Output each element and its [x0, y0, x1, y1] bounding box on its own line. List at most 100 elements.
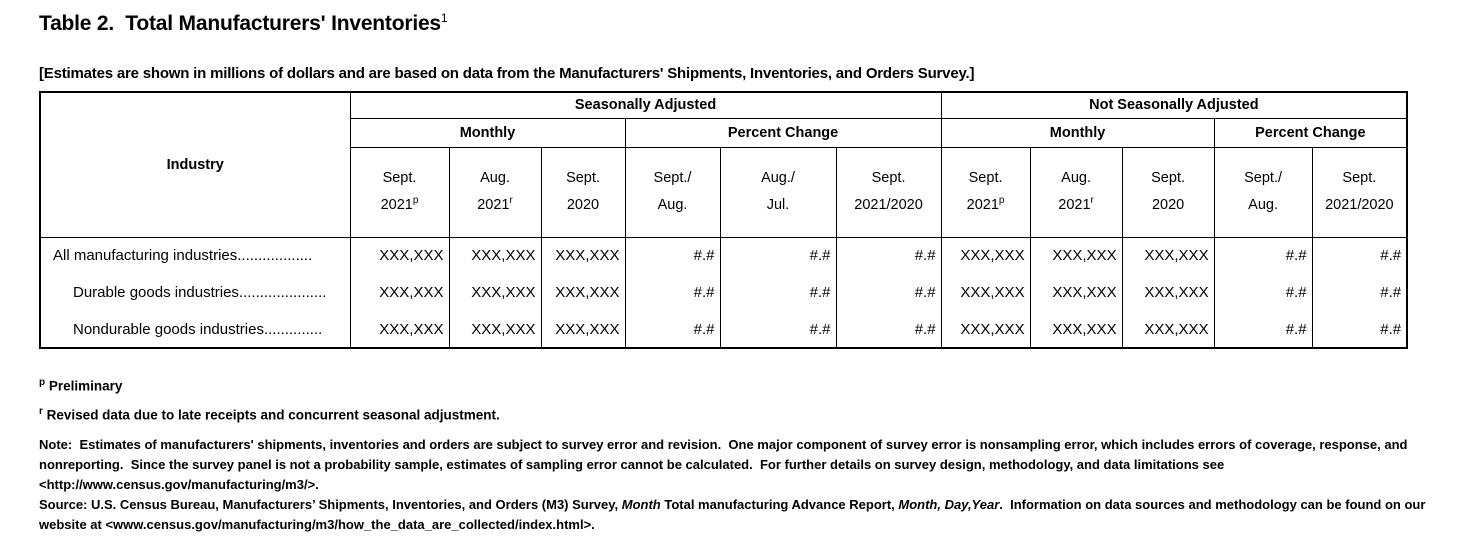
value-cell: #.#: [1213, 237, 1313, 274]
value-cell: #.#: [624, 311, 721, 348]
col-header-nsa-sept-2021: Sept. 2021p: [940, 146, 1031, 238]
col-header-period: 2021/2020: [1325, 197, 1394, 213]
col-header-period: Aug.: [1248, 197, 1278, 213]
page-title: Table 2. Total Manufacturers' Inventorie…: [39, 11, 1483, 36]
col-header-sa-aug-2021: Aug. 2021r: [448, 146, 542, 238]
percent-change-header-sa: Percent Change: [624, 117, 942, 148]
value-cell: XXX,XXX: [349, 311, 450, 348]
col-header-period: 2021: [380, 197, 413, 213]
col-header-line2: 2020: [1123, 192, 1214, 219]
col-header-line2: 2021p: [942, 192, 1030, 219]
col-header-line2: Aug.: [626, 192, 720, 219]
footnote-marker-r: r: [39, 405, 43, 417]
note-url: <http://www.census.gov/manufacturing/m3/…: [39, 477, 319, 492]
value-cell: XXX,XXX: [1121, 274, 1215, 311]
table-group-header-row: Industry Seasonally Adjusted Not Seasona…: [39, 91, 1408, 238]
col-header-nsa-sept-aug: Sept./ Aug.: [1213, 146, 1313, 238]
table-subgroup-header-row: Monthly Percent Change Monthly Percent C…: [40, 117, 1408, 148]
col-header-period: 2021: [477, 197, 510, 213]
col-header-line2: Jul.: [721, 192, 836, 219]
value-cell: XXX,XXX: [1121, 311, 1215, 348]
monthly-header-nsa: Monthly: [940, 117, 1215, 148]
col-header-line1: Sept./: [1244, 170, 1283, 186]
col-header-line2: 2021/2020: [837, 192, 941, 219]
col-header-sa-sept-2021: Sept. 2021p: [349, 146, 450, 238]
col-header-sa-sept-aug: Sept./ Aug.: [624, 146, 721, 238]
col-header-line1: Aug./: [761, 170, 795, 186]
col-header-period: Jul.: [766, 197, 790, 213]
value-cell: XXX,XXX: [448, 274, 542, 311]
col-header-period: 2021/2020: [854, 197, 923, 213]
col-header-sa-sept-2021-2020: Sept. 2021/2020: [835, 146, 942, 238]
value-cell: XXX,XXX: [940, 237, 1031, 274]
footnote-marker-p: p: [39, 377, 46, 388]
col-header-line2: 2021r: [450, 192, 541, 219]
value-cell: XXX,XXX: [448, 237, 542, 274]
value-cell: #.#: [1311, 237, 1408, 274]
percent-change-header-nsa: Percent Change: [1213, 117, 1408, 148]
col-header-sa-aug-jul: Aug./ Jul.: [719, 146, 837, 238]
page-title-text: Table 2. Total Manufacturers' Inventorie…: [39, 12, 441, 35]
footnote-text: Revised data due to late receipts and co…: [42, 407, 500, 422]
col-header-line2: 2021p: [351, 192, 449, 219]
value-cell: XXX,XXX: [349, 274, 450, 311]
value-cell: XXX,XXX: [540, 274, 626, 311]
value-cell: #.#: [624, 274, 721, 311]
value-cell: #.#: [835, 311, 942, 348]
source-text-segment: . Information on data sources and method…: [999, 497, 1426, 512]
value-cell: XXX,XXX: [1121, 237, 1215, 274]
col-header-line1: Sept.: [871, 170, 906, 186]
col-header-nsa-aug-2021: Aug. 2021r: [1029, 146, 1123, 238]
col-header-line2: 2021r: [1031, 192, 1122, 219]
value-cell: XXX,XXX: [448, 311, 542, 348]
col-header-sa-sept-2020: Sept. 2020: [540, 146, 626, 238]
industry-column-header: Industry: [39, 91, 351, 238]
table-row: All manufacturing industries............…: [39, 237, 1408, 274]
monthly-header-sa: Monthly: [349, 117, 626, 148]
value-cell: XXX,XXX: [1029, 274, 1123, 311]
table-row: Nondurable goods industries.............…: [39, 311, 1408, 348]
value-cell: #.#: [835, 274, 942, 311]
col-header-period: 2021: [966, 197, 999, 213]
col-header-line1: Aug.: [1061, 170, 1091, 186]
col-header-period: 2020: [1151, 197, 1185, 213]
col-header-line1: Sept.: [566, 170, 600, 186]
source-italic-date: Month, Day,Year: [898, 497, 1000, 512]
seasonally-adjusted-header: Seasonally Adjusted: [349, 91, 942, 119]
table-column-header-row: Sept. 2021p Aug. 2021r Sept. 2020 Sept./Aug…: [40, 146, 1408, 238]
col-footnote-marker: p: [998, 195, 1005, 207]
footnote-revised: r Revised data due to late receipts and …: [39, 399, 1483, 428]
value-cell: #.#: [835, 237, 942, 274]
value-cell: #.#: [1311, 274, 1408, 311]
col-header-nsa-sept-2020: Sept. 2020: [1121, 146, 1215, 238]
row-label: Nondurable goods industries.............…: [39, 311, 351, 348]
value-cell: XXX,XXX: [540, 237, 626, 274]
estimates-subtitle: [Estimates are shown in millions of doll…: [39, 65, 975, 82]
table-row: Durable goods industries................…: [39, 274, 1408, 311]
not-seasonally-adjusted-header: Not Seasonally Adjusted: [940, 91, 1408, 119]
value-cell: #.#: [719, 274, 837, 311]
value-cell: #.#: [1213, 311, 1313, 348]
footnote-text: Preliminary: [45, 378, 123, 394]
value-cell: XXX,XXX: [540, 311, 626, 348]
col-footnote-marker: r: [1090, 195, 1094, 207]
value-cell: XXX,XXX: [1029, 311, 1123, 348]
col-header-nsa-sept-2021-2020: Sept. 2021/2020: [1311, 146, 1408, 238]
col-footnote-marker: p: [412, 195, 419, 207]
col-header-line2: 2020: [542, 192, 625, 219]
inventories-table: Industry Seasonally Adjusted Not Seasona…: [39, 91, 1409, 349]
col-header-line1: Sept.: [382, 170, 417, 186]
col-header-line1: Sept.: [1151, 170, 1185, 186]
value-cell: #.#: [719, 237, 837, 274]
col-header-line1: Sept./: [653, 170, 692, 186]
col-header-line2: 2021/2020: [1313, 192, 1407, 219]
source-note-line2: website at <www.census.gov/manufacturing…: [39, 517, 595, 532]
col-header-period: 2021: [1058, 197, 1091, 213]
footnote-preliminary: p Preliminary: [39, 370, 1483, 399]
source-italic-month: Month: [621, 497, 661, 512]
col-header-period: Aug.: [657, 197, 688, 213]
col-header-line1: Sept.: [1342, 170, 1377, 186]
value-cell: XXX,XXX: [940, 274, 1031, 311]
document-page: Table 2. Total Manufacturers' Inventorie…: [39, 11, 1483, 532]
footnotes-block: p Preliminary r Revised data due to late…: [39, 370, 1483, 427]
